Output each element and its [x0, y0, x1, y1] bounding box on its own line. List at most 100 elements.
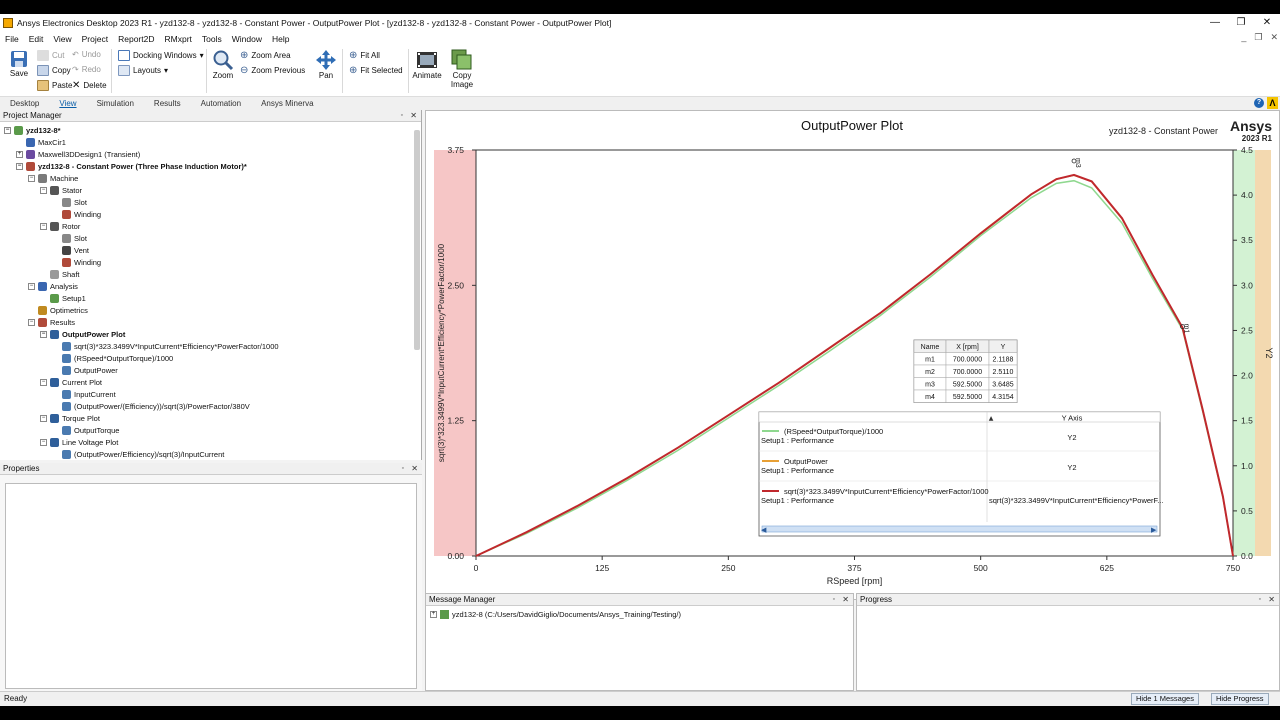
pin-icon[interactable]: ▫ [400, 112, 403, 119]
tree-item-label: Torque Plot [62, 413, 100, 423]
tab-results[interactable]: Results [153, 99, 181, 108]
collapse-icon[interactable]: − [28, 282, 35, 290]
tree-item[interactable]: OutputPower [52, 364, 118, 376]
menu-view[interactable]: View [53, 33, 72, 44]
tree-item[interactable]: − Torque Plot [40, 412, 100, 424]
layouts-button[interactable]: Layouts ▾ [118, 65, 168, 76]
message-manager-panel: Message Manager ▫ ✕ + yzd132-8 (C:/Users… [425, 593, 854, 691]
menu-edit[interactable]: Edit [28, 33, 44, 44]
redo-button[interactable]: ↷ Redo [72, 65, 101, 74]
tree-item[interactable]: Slot [52, 232, 87, 244]
docking-windows-button[interactable]: Docking Windows ▾ [118, 50, 204, 61]
tree-item[interactable]: − yzd132-8* [4, 124, 61, 136]
tab-ansys-minerva[interactable]: Ansys Minerva [261, 99, 314, 108]
tree-item[interactable]: − OutputPower Plot [40, 328, 125, 340]
help-icon[interactable]: ? [1254, 98, 1264, 108]
tree-item[interactable]: Setup1 [40, 292, 86, 304]
close-panel-icon[interactable]: ✕ [411, 464, 418, 473]
copy-button[interactable]: Copy [37, 65, 71, 76]
collapse-icon[interactable]: − [40, 378, 47, 386]
output-power-chart[interactable]: OutputPower Plot yzd132-8 - Constant Powe… [426, 111, 1279, 599]
tree-item[interactable]: Vent [52, 244, 89, 256]
tree-item[interactable]: − Analysis [28, 280, 78, 292]
collapse-icon[interactable]: − [40, 438, 47, 446]
fit-selected-button[interactable]: ⊕ Fit Selected [349, 65, 403, 76]
menu-tools[interactable]: Tools [201, 33, 222, 44]
tree-item[interactable]: OutputTorque [52, 424, 119, 436]
copy-image-button[interactable]: Copy Image [448, 49, 476, 89]
tree-item[interactable]: − Rotor [40, 220, 80, 232]
animate-button[interactable]: Animate [412, 49, 442, 80]
tree-item[interactable]: MaxCir1 [16, 136, 66, 148]
tree-scrollbar[interactable] [414, 130, 420, 350]
maximize-button[interactable]: ❐ [1236, 17, 1246, 28]
expand-icon[interactable]: + [430, 611, 437, 618]
tab-simulation[interactable]: Simulation [96, 99, 134, 108]
marker-table-header: Y [1001, 344, 1006, 351]
zoom-area-button[interactable]: ⊕ Zoom Area [240, 50, 291, 61]
tree-item[interactable]: (OutputPower/Efficiency)/sqrt(3)/InputCu… [52, 448, 224, 459]
doc-minimize-button[interactable]: _ [1241, 32, 1247, 42]
collapse-icon[interactable]: − [40, 186, 47, 194]
tree-item[interactable]: Shaft [40, 268, 80, 280]
collapse-icon[interactable]: − [4, 126, 11, 134]
pan-button[interactable]: Pan [313, 49, 339, 80]
collapse-icon[interactable]: − [40, 330, 47, 338]
minimize-button[interactable]: — [1210, 17, 1220, 28]
close-panel-icon[interactable]: ✕ [1268, 595, 1275, 604]
tree-item[interactable]: InputCurrent [52, 388, 116, 400]
cut-button[interactable]: Cut [37, 50, 64, 61]
delete-button[interactable]: ✕ Delete [72, 80, 107, 91]
tree-item[interactable]: + Maxwell3DDesign1 (Transient) [16, 148, 140, 160]
tab-view[interactable]: View [59, 99, 77, 108]
menu-window[interactable]: Window [231, 33, 262, 44]
ribbon-separator [342, 49, 343, 93]
tree-item[interactable]: − Stator [40, 184, 82, 196]
pin-icon[interactable]: ▫ [1258, 596, 1261, 603]
hide-messages-button[interactable]: Hide 1 Messages [1131, 693, 1199, 705]
collapse-icon[interactable]: − [16, 162, 23, 170]
close-panel-icon[interactable]: ✕ [410, 111, 417, 120]
tree-item[interactable]: sqrt(3)*323.3499V*InputCurrent*Efficienc… [52, 340, 279, 352]
tree-item[interactable]: − Results [28, 316, 75, 328]
collapse-icon[interactable]: − [40, 414, 47, 422]
tab-automation[interactable]: Automation [200, 99, 242, 108]
tree-item[interactable]: (OutputPower/(Efficiency))/sqrt(3)/Power… [52, 400, 250, 412]
tree-item[interactable]: Winding [52, 256, 101, 268]
paste-button[interactable]: Paste [37, 80, 72, 91]
undo-button[interactable]: ↶ Undo [72, 50, 101, 59]
zoom-previous-button[interactable]: ⊖ Zoom Previous [240, 65, 306, 76]
message-item[interactable]: + yzd132-8 (C:/Users/DavidGiglio/Documen… [430, 610, 681, 619]
tree-item-label: sqrt(3)*323.3499V*InputCurrent*Efficienc… [74, 341, 279, 351]
fit-all-button[interactable]: ⊕ Fit All [349, 50, 380, 61]
tree-item[interactable]: − Machine [28, 172, 78, 184]
tree-item[interactable]: − Line Voltage Plot [40, 436, 118, 448]
close-button[interactable]: ✕ [1262, 17, 1272, 28]
tree-item[interactable]: − yzd132-8 - Constant Power (Three Phase … [16, 160, 247, 172]
tree-item[interactable]: Slot [52, 196, 87, 208]
tree-item[interactable]: Optimetrics [28, 304, 88, 316]
collapse-icon[interactable]: − [28, 174, 35, 182]
doc-restore-button[interactable]: ❐ [1254, 32, 1263, 42]
tab-desktop[interactable]: Desktop [10, 99, 40, 108]
menu-report2d[interactable]: Report2D [118, 33, 155, 44]
expand-icon[interactable]: + [16, 150, 23, 158]
tree-item[interactable]: (RSpeed*OutputTorque)/1000 [52, 352, 173, 364]
menu-help[interactable]: Help [271, 33, 290, 44]
legend-header-yaxis: Y Axis [1062, 414, 1083, 423]
collapse-icon[interactable]: − [28, 318, 35, 326]
hide-progress-button[interactable]: Hide Progress [1211, 693, 1269, 705]
marker-table-cell: m2 [925, 369, 935, 376]
zoom-button[interactable]: Zoom [211, 49, 235, 80]
tree-item[interactable]: Winding [52, 208, 101, 220]
close-panel-icon[interactable]: ✕ [842, 595, 849, 604]
menu-rmxprt[interactable]: RMxprt [164, 33, 192, 44]
pin-icon[interactable]: ▫ [832, 596, 835, 603]
pin-icon[interactable]: ▫ [401, 465, 404, 472]
doc-close-button[interactable]: ✕ [1270, 32, 1278, 42]
menu-project[interactable]: Project [81, 33, 109, 44]
collapse-icon[interactable]: − [40, 222, 47, 230]
menu-file[interactable]: File [5, 33, 19, 44]
tree-item[interactable]: − Current Plot [40, 376, 102, 388]
save-button[interactable]: Save [6, 49, 32, 78]
